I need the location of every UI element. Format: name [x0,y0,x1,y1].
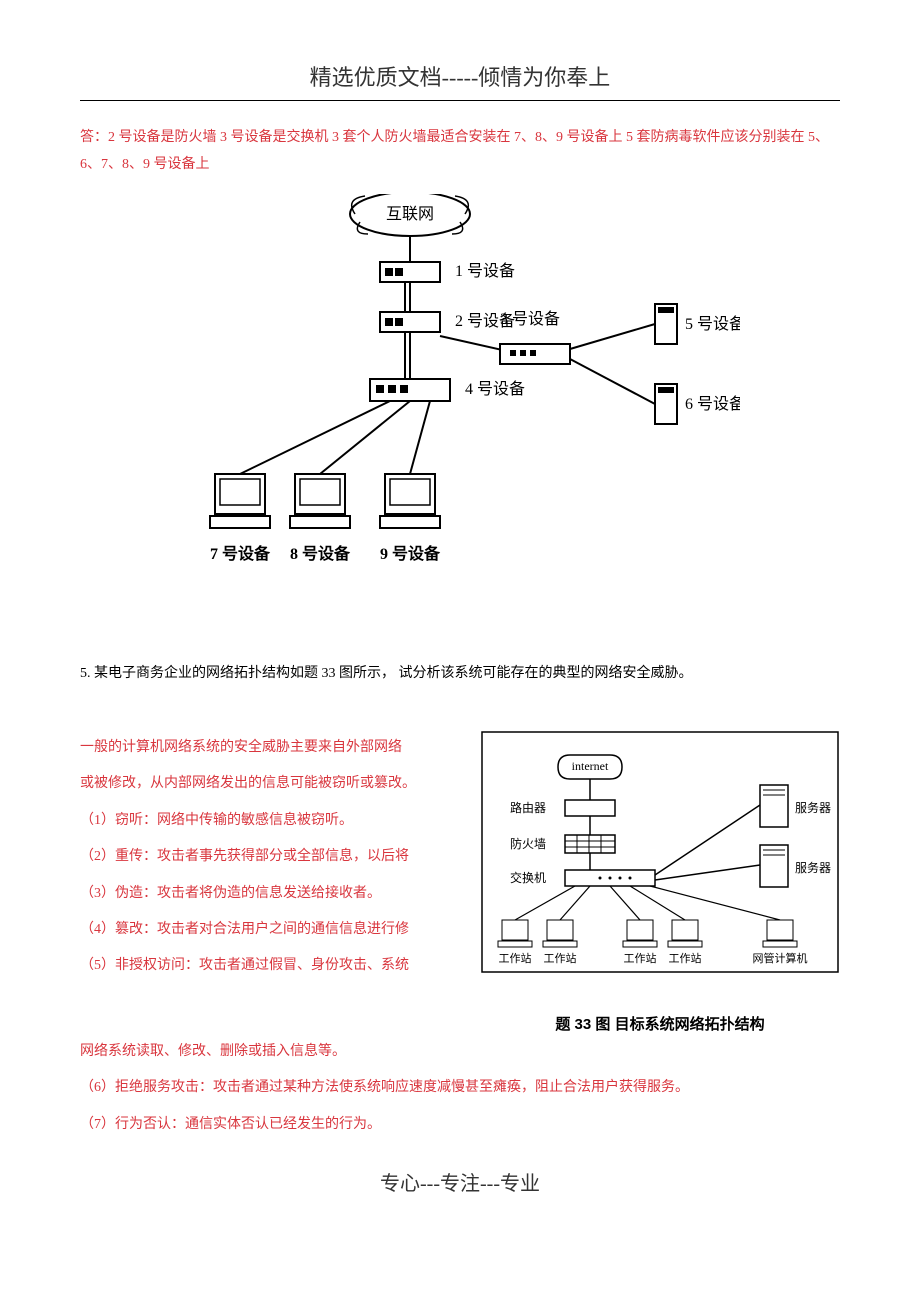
dev4-label: 4 号设备 [465,380,525,398]
d2-mgmt-label: 网管计算机 [753,951,808,965]
device-7 [210,474,270,528]
page-header: 精选优质文档-----倾情为你奉上 [80,60,840,92]
threat-item-2: （2）重传：攻击者事先获得部分或全部信息，以后将 [80,839,470,875]
d2-switch-label: 交换机 [510,870,546,885]
threat-item-3: （3）伪造：攻击者将伪造的信息发送给接收者。 [80,876,470,912]
d2-ws3-label: 工作站 [624,951,657,965]
device-8 [290,474,350,528]
threat-list: 一般的计算机网络系统的安全威胁主要来自外部网络 或被修改，从内部网络发出的信息可… [80,730,470,985]
dev8-label: 8 号设备 [290,544,351,563]
d2-ws4-label: 工作站 [669,951,702,965]
threat-line2: 或被修改，从内部网络发出的信息可能被窃听或篡改。 [80,766,470,802]
dev5-label: 5 号设备 [685,315,740,333]
threat-line-tail: 网络系统读取、修改、删除或插入信息等。 [80,1034,840,1070]
diagram-2: internet 路由器 防火墙 交换机 [480,730,840,1034]
device-9 [380,474,440,528]
d2-server2-label: 服务器 [795,860,831,875]
diagram2-caption: 题 33 图 目标系统网络拓扑结构 [480,1013,840,1034]
internet-cloud: 互联网 [350,194,470,236]
header-divider [80,100,840,101]
threat-item-6: （6）拒绝服务攻击：攻击者通过某种方法使系统响应速度减慢甚至瘫痪，阻止合法用户获… [80,1070,840,1106]
device-1: 1 号设备 [380,262,515,282]
d2-ws-row [498,920,797,947]
threat-item-4: （4）篡改：攻击者对合法用户之间的通信信息进行修 [80,912,470,948]
d2-firewall-label: 防火墙 [510,836,546,851]
dev1-label: 1 号设备 [455,262,515,280]
d2-router-label: 路由器 [510,800,546,815]
device-5: 5 号设备 [655,304,740,344]
answer-text: 答：2 号设备是防火墙 3 号设备是交换机 3 套个人防火墙最适合安装在 7、8… [80,125,840,178]
threat-intro: 一般的计算机网络系统的安全威胁主要来自外部网络 [80,730,470,766]
threat-item-1: （1）窃听：网络中传输的敏感信息被窃听。 [80,803,470,839]
d2-ws2-label: 工作站 [544,951,577,965]
page-footer: 专心---专注---专业 [80,1167,840,1196]
d2-ws1-label: 工作站 [499,951,532,965]
dev6-label: 6 号设备 [685,395,740,413]
d2-internet-label: internet [572,759,609,773]
device-4: 4 号设备 [370,379,525,401]
dev3-label: 3 号设备 [500,310,560,328]
dev9-label: 9 号设备 [380,544,441,563]
threat-item-7: （7）行为否认：通信实体否认已经发生的行为。 [80,1107,840,1143]
device-3: 3 号设备 [500,310,570,364]
question-5: 5. 某电子商务企业的网络拓扑结构如题 33 图所示， 试分析该系统可能存在的典… [80,659,840,690]
diagram-1: 互联网 1 号设备 2 号设备 3 号设备 [180,194,740,619]
threat-item-5: （5）非授权访问：攻击者通过假冒、身份攻击、系统 [80,948,470,984]
d2-server1-label: 服务器 [795,800,831,815]
device-2: 2 号设备 [380,312,515,332]
internet-label: 互联网 [386,205,434,223]
device-6: 6 号设备 [655,384,740,424]
dev7-label: 7 号设备 [210,544,271,563]
